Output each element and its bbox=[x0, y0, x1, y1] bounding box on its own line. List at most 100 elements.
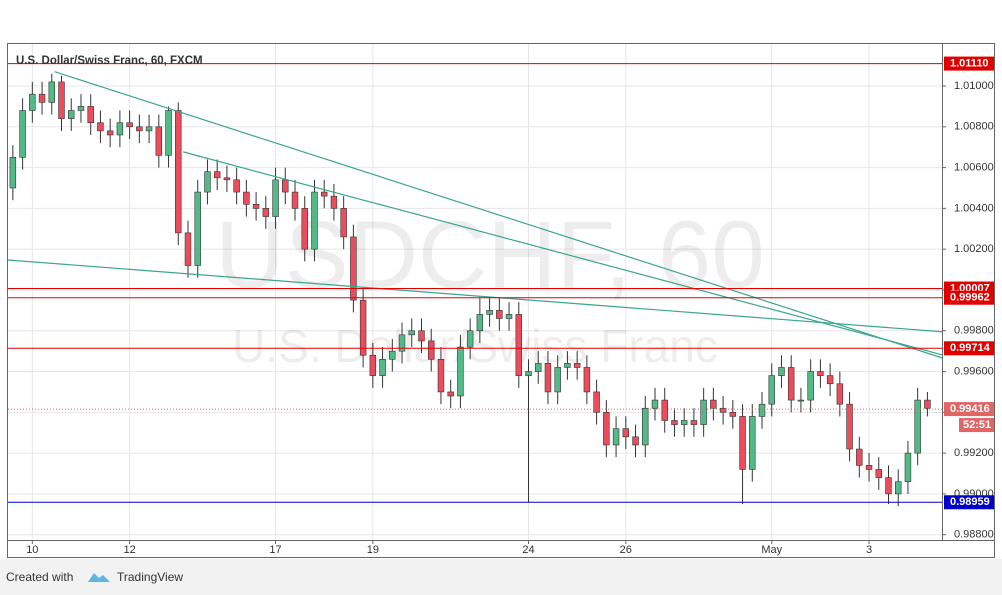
candle-body bbox=[583, 367, 591, 393]
candle-body bbox=[700, 399, 707, 425]
candle-body bbox=[262, 208, 270, 217]
candle-body bbox=[719, 407, 727, 413]
candle-body bbox=[836, 383, 844, 405]
y-tick-label: 1.00800 bbox=[954, 121, 994, 133]
candle-body bbox=[243, 191, 250, 205]
trendline bbox=[7, 259, 943, 333]
candle-body bbox=[136, 126, 143, 132]
level-label-box bbox=[944, 495, 994, 510]
chart-frame bbox=[7, 43, 995, 558]
y-tick-label: 0.99200 bbox=[954, 447, 994, 459]
candle-body bbox=[145, 126, 153, 132]
candle-body bbox=[875, 469, 882, 478]
candle-body bbox=[408, 330, 415, 336]
candle-body bbox=[496, 310, 503, 319]
candle-body bbox=[29, 93, 36, 111]
level-label-box bbox=[944, 56, 994, 71]
candle-body bbox=[525, 371, 532, 376]
candle-body bbox=[457, 346, 464, 397]
candle-body bbox=[661, 399, 668, 421]
candle-body bbox=[437, 359, 445, 393]
y-tick-label: 1.00200 bbox=[954, 243, 994, 255]
candle-body bbox=[126, 122, 133, 128]
candle-body bbox=[632, 436, 639, 446]
candle-body bbox=[797, 399, 805, 402]
candle-body bbox=[476, 314, 484, 332]
candle-body bbox=[38, 93, 46, 103]
candle-body bbox=[213, 171, 221, 179]
candle-body bbox=[505, 314, 513, 319]
level-label-box bbox=[944, 290, 994, 305]
candle-body bbox=[535, 363, 542, 372]
candle-body bbox=[68, 110, 75, 119]
grid bbox=[8, 44, 942, 540]
footer-bar bbox=[0, 559, 1002, 595]
y-tick-label: 1.00600 bbox=[954, 161, 994, 173]
y-tick-label: 1.01000 bbox=[954, 80, 994, 92]
level-label-box bbox=[944, 341, 994, 356]
candle-body bbox=[165, 110, 172, 156]
candle-body bbox=[194, 191, 201, 266]
candle-body bbox=[894, 481, 902, 495]
candle-body bbox=[427, 340, 435, 360]
candle-body bbox=[291, 191, 299, 209]
candle-body bbox=[301, 208, 308, 250]
candle-body bbox=[690, 420, 698, 425]
candle-body bbox=[398, 334, 406, 352]
candle-body bbox=[252, 204, 260, 209]
candle-body bbox=[826, 375, 834, 385]
candle-body bbox=[282, 179, 289, 193]
x-tick-label: May bbox=[761, 544, 782, 556]
candle-body bbox=[486, 310, 493, 315]
x-tick-label: 17 bbox=[269, 544, 281, 556]
candle-body bbox=[612, 428, 620, 446]
axes: 0.988000.990000.992000.994000.996000.998… bbox=[26, 56, 994, 556]
footer-brand: TradingView bbox=[117, 570, 183, 584]
x-tick-label: 24 bbox=[522, 544, 534, 556]
candle-body bbox=[680, 420, 688, 425]
trendline bbox=[54, 71, 943, 359]
chart-title: U.S. Dollar/Swiss Franc, 60, FXCM bbox=[16, 55, 203, 67]
watermark-subtitle: U.S. Dollar/Swiss Franc bbox=[232, 320, 718, 372]
x-tick-label: 26 bbox=[620, 544, 632, 556]
level-label: 1.01110 bbox=[950, 57, 989, 69]
candle-body bbox=[515, 314, 522, 376]
candle-body bbox=[554, 367, 561, 393]
x-tick-label: 12 bbox=[123, 544, 135, 556]
candle-body bbox=[593, 391, 600, 413]
candle-body bbox=[807, 371, 814, 401]
candle-body bbox=[642, 407, 649, 446]
candle-body bbox=[817, 371, 824, 376]
candle-body bbox=[320, 191, 328, 197]
candle-body bbox=[749, 416, 756, 470]
candle-body bbox=[603, 412, 610, 446]
plot bbox=[7, 63, 943, 507]
candle-body bbox=[885, 477, 892, 495]
x-tick-label: 19 bbox=[367, 544, 379, 556]
candle-body bbox=[19, 110, 26, 158]
watermark: USDCHF, 60 bbox=[215, 201, 764, 308]
tradingview-logo bbox=[88, 573, 110, 582]
y-tick-label: 0.99600 bbox=[954, 365, 994, 377]
candle-body bbox=[116, 122, 124, 136]
candle-body bbox=[710, 399, 717, 409]
candle-body bbox=[330, 195, 338, 209]
last-price-box bbox=[944, 402, 994, 417]
candle-body bbox=[97, 122, 104, 132]
candle-body bbox=[311, 191, 318, 250]
candle-body bbox=[379, 359, 386, 376]
candle-body bbox=[340, 208, 347, 238]
candle-body bbox=[846, 403, 853, 450]
countdown-box bbox=[959, 418, 994, 433]
candle-body bbox=[350, 236, 357, 301]
trendline bbox=[182, 151, 943, 356]
candle-body bbox=[418, 330, 425, 342]
last-price-label: 0.99416 bbox=[950, 403, 990, 415]
candle-body bbox=[447, 391, 454, 397]
candle-body bbox=[622, 428, 630, 438]
candle-body bbox=[466, 330, 474, 348]
candle-body bbox=[904, 452, 912, 482]
candle-body bbox=[564, 363, 571, 368]
